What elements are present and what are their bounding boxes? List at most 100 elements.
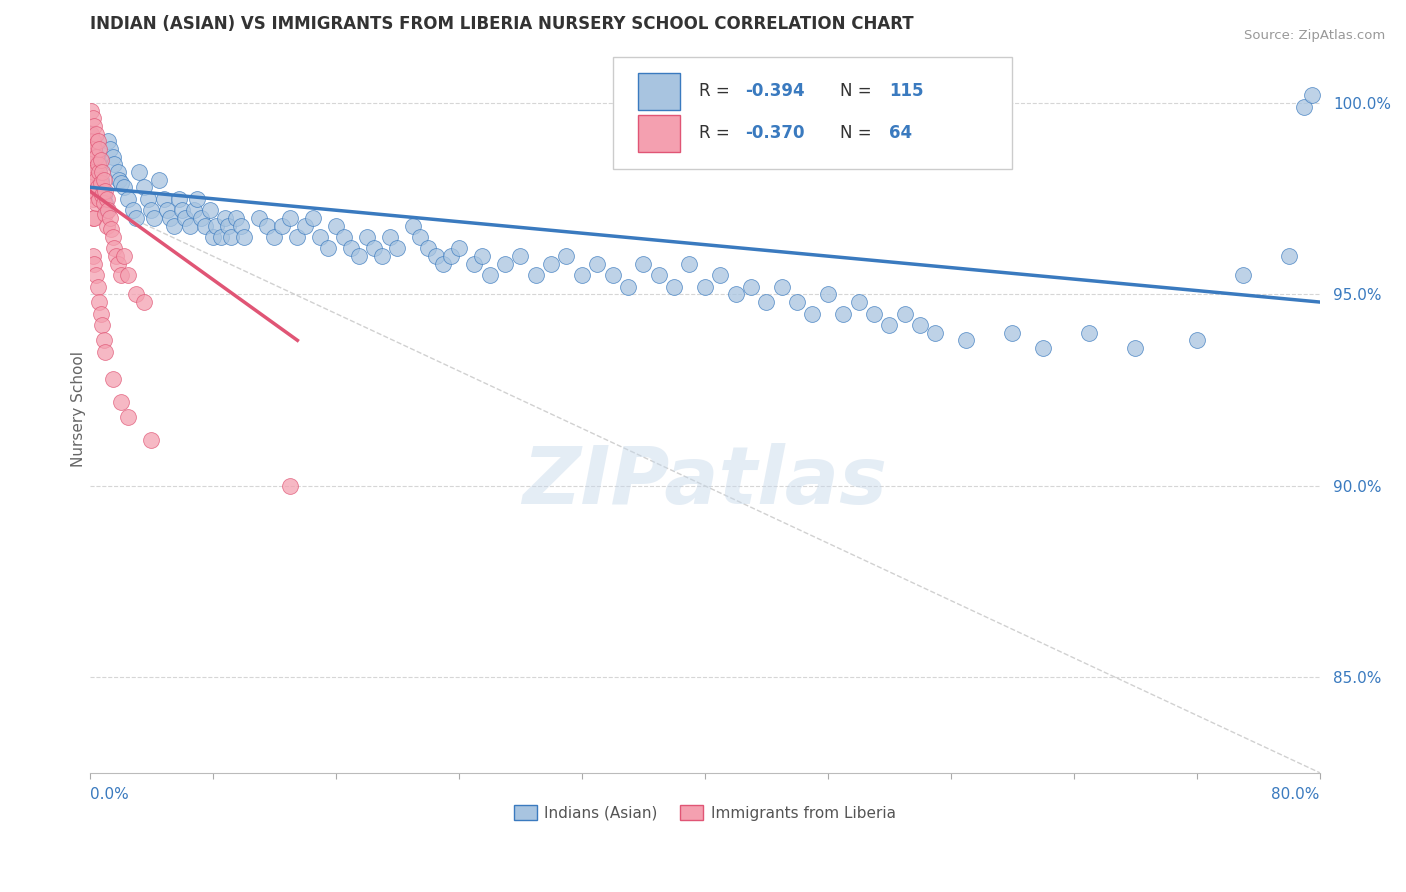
Point <box>647 268 669 283</box>
Point <box>755 295 778 310</box>
FancyBboxPatch shape <box>638 115 681 152</box>
Point <box>96 192 118 206</box>
Text: 0.0%: 0.0% <box>90 788 128 802</box>
Point <box>425 249 447 263</box>
Point <box>325 219 347 233</box>
Point <box>416 242 439 256</box>
Point <box>117 192 139 206</box>
Point <box>294 219 316 233</box>
Point <box>90 153 112 168</box>
Text: 64: 64 <box>890 124 912 142</box>
Point <box>80 157 103 171</box>
Point <box>83 142 105 156</box>
Point <box>110 268 132 283</box>
Point <box>309 230 332 244</box>
Point <box>471 249 494 263</box>
Point <box>82 172 104 186</box>
Point <box>82 192 104 206</box>
Point <box>107 165 129 179</box>
Point <box>117 409 139 424</box>
Point <box>148 172 170 186</box>
Point <box>103 157 125 171</box>
Point <box>198 203 221 218</box>
Point <box>97 203 120 218</box>
Point <box>90 177 112 191</box>
Point <box>571 268 593 283</box>
Point <box>117 268 139 283</box>
Point <box>524 268 547 283</box>
Point <box>209 230 232 244</box>
Point <box>924 326 946 340</box>
Point <box>80 142 103 156</box>
Point <box>82 249 104 263</box>
Point <box>709 268 731 283</box>
Legend: Indians (Asian), Immigrants from Liberia: Indians (Asian), Immigrants from Liberia <box>508 798 903 827</box>
Point <box>217 219 239 233</box>
Point <box>409 230 432 244</box>
Point <box>80 103 103 118</box>
Point <box>84 172 107 186</box>
Point <box>96 219 118 233</box>
Point <box>678 257 700 271</box>
Point <box>1001 326 1024 340</box>
Point <box>186 192 208 206</box>
Point <box>83 165 105 179</box>
Point <box>1301 88 1323 103</box>
Point <box>509 249 531 263</box>
Point <box>128 165 150 179</box>
Point <box>91 180 114 194</box>
Point <box>86 157 108 171</box>
Point <box>91 165 114 179</box>
Point <box>84 150 107 164</box>
Point <box>141 433 163 447</box>
Point <box>478 268 501 283</box>
Point <box>225 211 247 225</box>
Point <box>125 287 148 301</box>
Point <box>494 257 516 271</box>
Point <box>740 279 762 293</box>
Point <box>194 219 217 233</box>
Point <box>107 257 129 271</box>
Point <box>94 184 117 198</box>
Point <box>287 230 309 244</box>
Point <box>156 203 179 218</box>
Point <box>112 180 135 194</box>
Point <box>908 318 931 332</box>
Point <box>447 242 470 256</box>
Point <box>98 142 121 156</box>
Point <box>143 211 166 225</box>
Point <box>103 242 125 256</box>
Point <box>110 177 132 191</box>
Point <box>633 257 655 271</box>
Point <box>347 249 370 263</box>
Point <box>1232 268 1254 283</box>
Point <box>378 230 401 244</box>
Point <box>110 394 132 409</box>
Point <box>1123 341 1146 355</box>
Point <box>602 268 624 283</box>
Point <box>163 219 186 233</box>
Point <box>108 172 131 186</box>
Point <box>190 211 212 225</box>
Point <box>278 211 301 225</box>
Point <box>278 479 301 493</box>
Point <box>271 219 294 233</box>
FancyBboxPatch shape <box>638 73 681 110</box>
Point <box>86 180 108 194</box>
Point <box>82 112 104 126</box>
Text: R =: R = <box>699 124 735 142</box>
Point <box>125 211 148 225</box>
Text: R =: R = <box>699 82 735 101</box>
Point <box>84 150 107 164</box>
Point <box>955 334 977 348</box>
Text: ZIPatlas: ZIPatlas <box>522 443 887 521</box>
FancyBboxPatch shape <box>613 56 1012 169</box>
Point <box>132 295 155 310</box>
Point <box>94 344 117 359</box>
Point <box>363 242 385 256</box>
Point <box>221 230 243 244</box>
Text: -0.370: -0.370 <box>745 124 804 142</box>
Point <box>201 230 224 244</box>
Point <box>97 134 120 148</box>
Point <box>332 230 354 244</box>
